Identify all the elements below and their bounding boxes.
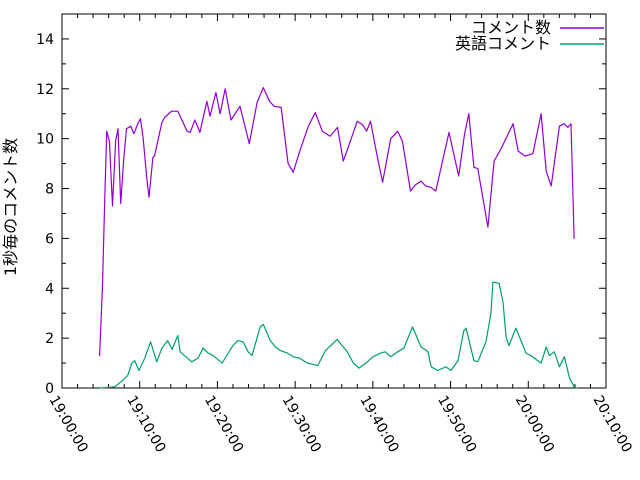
y-axis-title: 1秒毎のコメント数 — [1, 138, 20, 276]
x-tick-label: 19:40:00 — [356, 393, 401, 455]
x-tick-label: 19:20:00 — [201, 393, 246, 455]
y-tick-label: 8 — [45, 182, 54, 198]
y-tick-label: 0 — [45, 381, 54, 397]
y-tick-label: 14 — [36, 32, 54, 48]
y-tick-label: 2 — [45, 331, 54, 347]
x-tick-label: 19:00:00 — [46, 393, 91, 455]
y-tick-label: 10 — [36, 132, 54, 148]
y-tick-label: 6 — [45, 231, 54, 247]
plot-border — [61, 13, 607, 389]
x-tick-label: 20:10:00 — [590, 393, 635, 455]
x-tick-label: 19:50:00 — [434, 393, 479, 455]
x-tick-label: 19:30:00 — [279, 393, 324, 455]
legend-label-comment-count: コメント数 — [471, 18, 551, 37]
y-tick-label: 4 — [45, 281, 54, 297]
series-line-1 — [99, 281, 578, 389]
legend: コメント数 英語コメント — [455, 18, 604, 53]
x-tick-label: 19:10:00 — [123, 393, 168, 455]
plot-series — [98, 86, 578, 389]
series-line-0 — [98, 86, 575, 357]
x-tick-label: 20:00:00 — [512, 393, 557, 455]
plot-axes — [61, 13, 607, 389]
axis-tick-labels: 0 2 4 6 8 10 12 14 19:00:00 19:10:00 19:20:00 19:30… — [36, 32, 635, 456]
legend-label-english-comments: 英語コメント — [455, 34, 551, 53]
y-tick-label: 12 — [36, 82, 54, 98]
